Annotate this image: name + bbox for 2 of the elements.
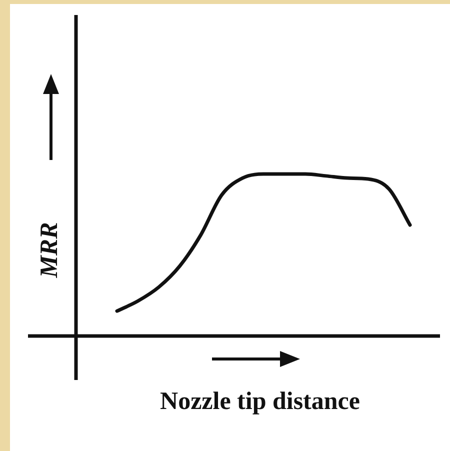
x-axis-title: Nozzle tip distance <box>159 388 361 416</box>
y-axis-title: MRR <box>36 222 64 278</box>
